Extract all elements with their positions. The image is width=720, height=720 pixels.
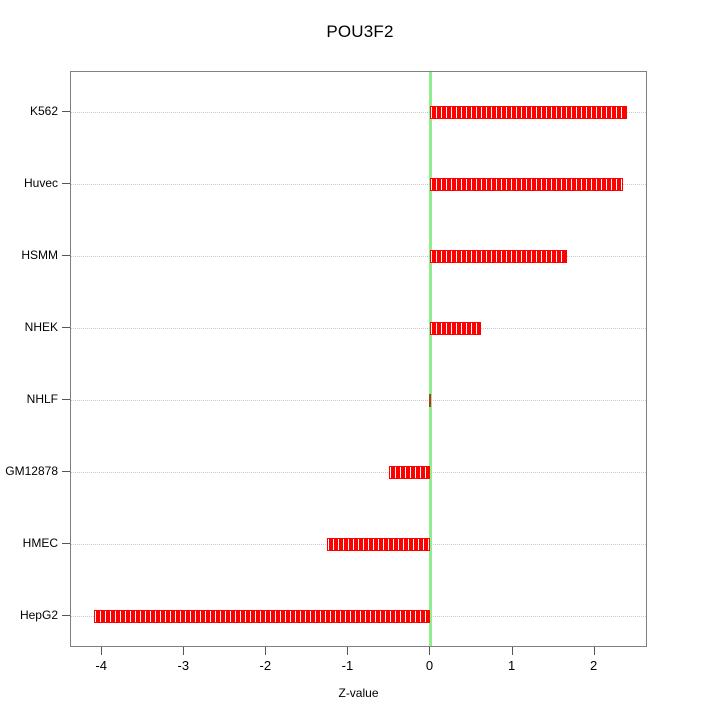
y-axis-label-hsmm: HSMM	[21, 248, 58, 262]
gridline	[71, 400, 646, 401]
bar-nhlf	[429, 393, 432, 407]
y-axis-label-hmec: HMEC	[22, 536, 58, 550]
bar-hepg2	[93, 609, 431, 623]
x-axis-tick-label: 0	[425, 658, 434, 673]
chart-title: POU3F2	[326, 22, 394, 41]
bar-nhek	[430, 321, 482, 335]
y-axis-label-hepg2: HepG2	[19, 608, 58, 622]
gridline	[71, 472, 646, 473]
x-axis-tick-label: -1	[341, 658, 354, 673]
y-axis-label-wrap: Huvec	[0, 176, 58, 190]
bar-gm12878	[388, 465, 431, 479]
y-axis-label-huvec: Huvec	[23, 176, 58, 190]
x-axis-tick-label: 1	[507, 658, 516, 673]
y-axis-tick	[62, 615, 70, 616]
bar-huvec	[430, 177, 624, 191]
y-axis-tick	[62, 543, 70, 544]
y-axis-label-nhlf: NHLF	[26, 392, 58, 406]
y-axis-tick	[62, 111, 70, 112]
y-axis-label-wrap: HMEC	[0, 536, 58, 550]
gridline	[71, 112, 646, 113]
y-axis-tick	[62, 183, 70, 184]
y-axis-tick	[62, 471, 70, 472]
y-axis-tick	[62, 327, 70, 328]
y-axis-label-wrap: K562	[0, 104, 58, 118]
bar-hsmm	[430, 249, 567, 263]
x-axis-tick-label: -3	[177, 658, 190, 673]
x-axis-tick-label: -2	[259, 658, 272, 673]
y-axis-label-wrap: NHLF	[0, 392, 58, 406]
bar-hmec	[327, 537, 431, 551]
y-axis-label-wrap: HepG2	[0, 608, 58, 622]
y-axis-tick	[62, 255, 70, 256]
x-axis-tick	[347, 647, 349, 655]
y-axis-label-gm12878: GM12878	[5, 464, 58, 478]
x-axis-tick	[183, 647, 185, 655]
y-axis-label-wrap: GM12878	[0, 464, 58, 478]
y-axis-label-nhek: NHEK	[24, 320, 58, 334]
y-axis-label-wrap: NHEK	[0, 320, 58, 334]
x-axis-tick	[265, 647, 267, 655]
x-axis-tick	[429, 647, 431, 655]
x-axis-tick	[101, 647, 103, 655]
x-axis-tick	[593, 647, 595, 655]
x-axis-tick-label: 2	[590, 658, 598, 673]
gridline	[71, 328, 646, 329]
plot-area	[70, 71, 647, 647]
y-axis-label-wrap: HSMM	[0, 248, 58, 262]
bar-k562	[430, 105, 628, 119]
x-axis-tick-label: -4	[95, 658, 107, 673]
y-axis-label-k562: K562	[29, 104, 58, 118]
x-axis-tick	[511, 647, 513, 655]
gridline	[71, 256, 646, 257]
zero-reference-line	[429, 72, 433, 646]
x-axis-title: Z-value	[338, 686, 379, 700]
gridline	[71, 184, 646, 185]
y-axis-tick	[62, 399, 70, 400]
